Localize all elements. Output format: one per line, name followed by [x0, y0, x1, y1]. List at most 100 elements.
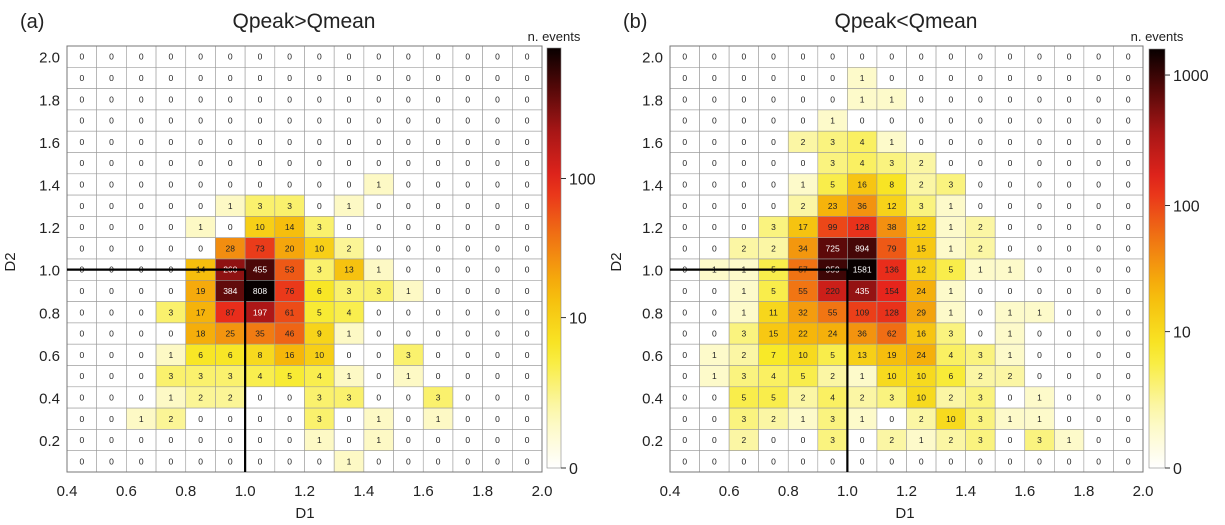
cell-value-label: 0	[525, 265, 530, 275]
cell-value-label: 1	[1008, 350, 1013, 360]
cell-value-label: 0	[436, 158, 441, 168]
cell-value-label: 0	[525, 52, 530, 62]
cell-value-label: 9	[317, 329, 322, 339]
cell-value-label: 0	[347, 116, 352, 126]
cell-value-label: 0	[287, 158, 292, 168]
cell-value-label: 0	[919, 52, 924, 62]
cell-value-label: 3	[317, 414, 322, 424]
cell-value-label: 1	[860, 371, 865, 381]
cell-value-label: 0	[525, 392, 530, 402]
y-tick-label: 0.6	[642, 348, 663, 365]
cell-value-label: 0	[169, 286, 174, 296]
cell-value-label: 1	[317, 435, 322, 445]
cell-value-label: 0	[228, 158, 233, 168]
cell-value-label: 0	[79, 307, 84, 317]
colorbar-tick-label: 0	[569, 461, 578, 478]
cell-value-label: 0	[376, 392, 381, 402]
cell-value-label: 0	[1096, 414, 1101, 424]
cell-value-label: 0	[1096, 392, 1101, 402]
cell-value-label: 0	[948, 73, 953, 83]
cell-value-label: 3	[742, 329, 747, 339]
cell-value-label: 2	[228, 392, 233, 402]
cell-value-label: 1	[978, 265, 983, 275]
x-tick-label: 1.2	[896, 483, 917, 500]
cell-value-label: 0	[347, 350, 352, 360]
y-tick-label: 1.6	[642, 135, 663, 152]
cell-value-label: 0	[139, 94, 144, 104]
heatmap-panel-a: 0 0 0 0 0 0 0 0 0 0 0 0 0 0 0 0 0 0 0 0 0 0 0 0 0 0 0 0 0 0 0 0 0 0 0 0 0 0 0 0…	[2, 10, 596, 522]
cell-value-label: 0	[495, 350, 500, 360]
cell-value-label: 0	[1096, 265, 1101, 275]
cell-value-label: 0	[1126, 116, 1131, 126]
cell-value-label: 0	[169, 52, 174, 62]
cell-value-label: 0	[1096, 201, 1101, 211]
cell-value-label: 0	[978, 137, 983, 147]
cell-value-label: 0	[169, 158, 174, 168]
cell-value-label: 0	[1008, 158, 1013, 168]
cell-value-label: 19	[196, 286, 206, 296]
cell-value-label: 0	[406, 201, 411, 211]
cell-value-label: 0	[347, 52, 352, 62]
cell-value-label: 3	[317, 222, 322, 232]
cell-value-label: 0	[712, 94, 717, 104]
cell-value-label: 0	[79, 94, 84, 104]
cell-value-label: 0	[465, 286, 470, 296]
cell-value-label: 35	[255, 329, 265, 339]
cell-value-label: 0	[1037, 371, 1042, 381]
cell-value-label: 0	[1008, 392, 1013, 402]
cell-value-label: 0	[712, 222, 717, 232]
cell-value-label: 0	[495, 52, 500, 62]
cell-value-label: 0	[889, 414, 894, 424]
cell-value-label: 0	[1037, 137, 1042, 147]
cell-value-label: 0	[376, 52, 381, 62]
cell-value-label: 3	[347, 286, 352, 296]
cell-value-label: 0	[525, 307, 530, 317]
cell-value-label: 0	[801, 158, 806, 168]
cell-value-label: 0	[682, 392, 687, 402]
x-tick-label: 1.2	[294, 483, 315, 500]
cell-value-label: 19	[887, 350, 897, 360]
cell-value-label: 0	[525, 179, 530, 189]
y-axis-label: D2	[2, 252, 19, 271]
panel-label: (b)	[623, 11, 647, 33]
chart-title: Qpeak<Qmean	[834, 10, 977, 33]
cell-value-label: 0	[376, 329, 381, 339]
cell-value-label: 8	[889, 179, 894, 189]
cell-value-label: 0	[198, 137, 203, 147]
cell-value-label: 0	[978, 158, 983, 168]
cell-value-label: 0	[258, 414, 263, 424]
cell-value-label: 0	[228, 52, 233, 62]
cell-value-label: 32	[798, 307, 808, 317]
cell-value-label: 18	[196, 329, 206, 339]
colorbar-tick-label: 10	[569, 311, 587, 328]
x-tick-label: 0.6	[116, 483, 137, 500]
cell-value-label: 0	[79, 286, 84, 296]
cell-value-label: 0	[465, 73, 470, 83]
cell-value-label: 0	[1008, 435, 1013, 445]
cell-value-label: 0	[436, 286, 441, 296]
cell-value-label: 0	[258, 94, 263, 104]
cell-value-label: 0	[169, 243, 174, 253]
cell-value-label: 0	[830, 73, 835, 83]
cell-value-label: 0	[287, 179, 292, 189]
cell-value-label: 0	[1126, 456, 1131, 466]
cell-value-label: 0	[525, 371, 530, 381]
cell-value-label: 109	[855, 307, 869, 317]
cell-value-label: 0	[169, 94, 174, 104]
cell-value-label: 0	[1037, 265, 1042, 275]
cell-value-label: 0	[376, 456, 381, 466]
cell-value-label: 0	[1037, 350, 1042, 360]
cell-value-label: 0	[1126, 179, 1131, 189]
cell-value-label: 0	[712, 137, 717, 147]
cell-value-label: 0	[406, 116, 411, 126]
cell-value-label: 1	[801, 414, 806, 424]
cell-value-label: 0	[109, 456, 114, 466]
y-tick-label: 0.8	[39, 305, 60, 322]
cell-value-label: 6	[228, 350, 233, 360]
cell-value-label: 0	[406, 456, 411, 466]
cell-value-label: 0	[682, 371, 687, 381]
cell-value-label: 1	[169, 392, 174, 402]
cell-value-label: 0	[317, 158, 322, 168]
cell-value-label: 36	[857, 329, 867, 339]
cell-value-label: 1	[948, 201, 953, 211]
